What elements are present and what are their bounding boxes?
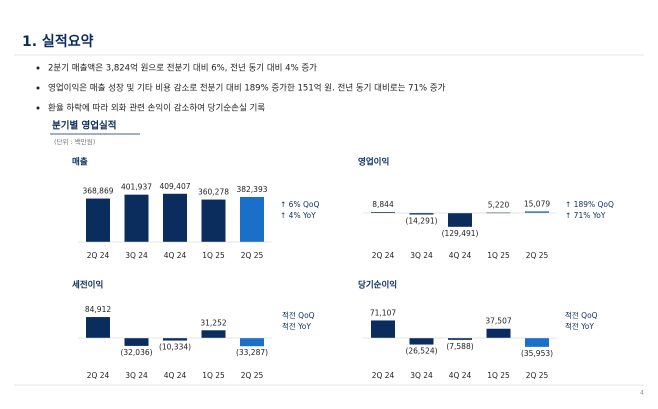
- page-number: 4: [640, 390, 644, 397]
- section-title: 분기별 영업실적: [52, 120, 117, 132]
- x-tick-label: 2Q 24: [372, 371, 395, 380]
- chart-title: 당기순이익: [358, 280, 397, 291]
- bar: [371, 212, 395, 213]
- annotation: 적전 QoQ: [282, 310, 315, 320]
- x-tick-label: 2Q 25: [526, 371, 549, 380]
- annotation: 적전 YoY: [282, 321, 311, 331]
- data-label: (14,291): [405, 217, 437, 226]
- bullet: 영업이익은 매출 성장 및 기타 비용 감소로 전분기 대비 189% 증가한 …: [48, 83, 446, 94]
- data-label: 401,937: [121, 183, 152, 192]
- bar: [240, 196, 264, 242]
- annotation: 적전 YoY: [565, 321, 594, 331]
- x-tick-label: 2Q 24: [87, 251, 110, 260]
- x-tick-label: 2Q 24: [87, 371, 110, 380]
- x-tick-label: 4Q 24: [449, 371, 472, 380]
- x-tick-label: 3Q 24: [125, 251, 148, 260]
- x-tick-label: 2Q 25: [241, 251, 264, 260]
- bullet: 환율 하락에 따라 외화 관련 손익이 감소하여 당기순손실 기록: [48, 103, 265, 114]
- x-tick-label: 2Q 24: [372, 251, 395, 260]
- x-tick-label: 3Q 24: [410, 251, 433, 260]
- bullet: 2분기 매출액은 3,824억 원으로 전분기 대비 6%, 전년 동기 대비 …: [48, 63, 317, 74]
- x-tick-label: 3Q 24: [410, 371, 433, 380]
- annotation: ↑ 71% YoY: [565, 211, 606, 220]
- bar: [86, 317, 110, 338]
- x-tick-label: 2Q 25: [241, 371, 264, 380]
- bar: [163, 338, 187, 341]
- data-label: (7,588): [446, 342, 473, 351]
- slide-title: 1. 실적요약: [22, 33, 94, 50]
- bar: [525, 338, 549, 347]
- bar: [525, 211, 549, 213]
- bar: [124, 338, 149, 346]
- unit-note: (단위 : 백만원): [54, 137, 95, 146]
- data-label: 31,252: [200, 318, 226, 327]
- data-label: 5,220: [488, 200, 510, 209]
- bar: [240, 338, 264, 347]
- data-label: (35,953): [521, 349, 553, 358]
- chart-title: 세전이익: [72, 280, 103, 291]
- bar: [124, 194, 149, 242]
- bar: [486, 328, 511, 338]
- x-tick-label: 4Q 24: [164, 371, 187, 380]
- data-label: (32,036): [120, 348, 152, 357]
- chart-title: 매출: [72, 157, 88, 168]
- data-label: 15,079: [524, 199, 550, 208]
- bar: [409, 338, 434, 345]
- x-tick-label: 1Q 25: [487, 251, 510, 260]
- x-tick-label: 2Q 25: [526, 251, 549, 260]
- bullet-dot: [36, 66, 40, 70]
- data-label: 360,278: [198, 188, 229, 197]
- bar: [371, 320, 395, 338]
- data-label: (33,287): [236, 348, 268, 357]
- bar: [201, 199, 226, 242]
- bar: [448, 338, 472, 340]
- bar: [201, 330, 226, 338]
- annotation: ↑ 4% YoY: [280, 211, 316, 220]
- data-label: 84,912: [85, 305, 111, 314]
- data-label: 382,393: [236, 185, 267, 194]
- data-label: (129,491): [442, 229, 479, 238]
- bar: [86, 198, 110, 242]
- data-label: (26,524): [405, 347, 437, 356]
- x-tick-label: 3Q 24: [125, 371, 148, 380]
- data-label: 8,844: [372, 200, 394, 209]
- annotation: ↑ 189% QoQ: [565, 200, 614, 209]
- bar: [448, 213, 472, 227]
- bar: [163, 193, 187, 242]
- bullet-dot: [36, 86, 40, 90]
- x-tick-label: 4Q 24: [164, 251, 187, 260]
- bullet-dot: [36, 106, 40, 110]
- data-label: 368,869: [82, 187, 113, 196]
- data-label: 37,507: [485, 317, 511, 326]
- x-tick-label: 1Q 25: [202, 251, 225, 260]
- data-label: (10,334): [159, 343, 191, 352]
- annotation: 적전 QoQ: [565, 310, 598, 320]
- x-tick-label: 1Q 25: [202, 371, 225, 380]
- chart-title: 영업이익: [358, 157, 389, 168]
- bar: [409, 213, 434, 215]
- annotation: ↑ 6% QoQ: [280, 200, 319, 209]
- data-label: 409,407: [159, 182, 190, 191]
- data-label: 71,107: [370, 308, 396, 317]
- x-tick-label: 1Q 25: [487, 371, 510, 380]
- x-tick-label: 4Q 24: [449, 251, 472, 260]
